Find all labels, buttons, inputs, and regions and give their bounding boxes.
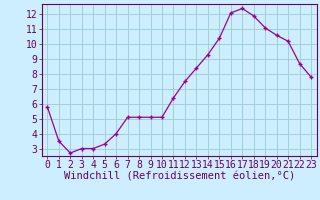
X-axis label: Windchill (Refroidissement éolien,°C): Windchill (Refroidissement éolien,°C) bbox=[64, 172, 295, 182]
